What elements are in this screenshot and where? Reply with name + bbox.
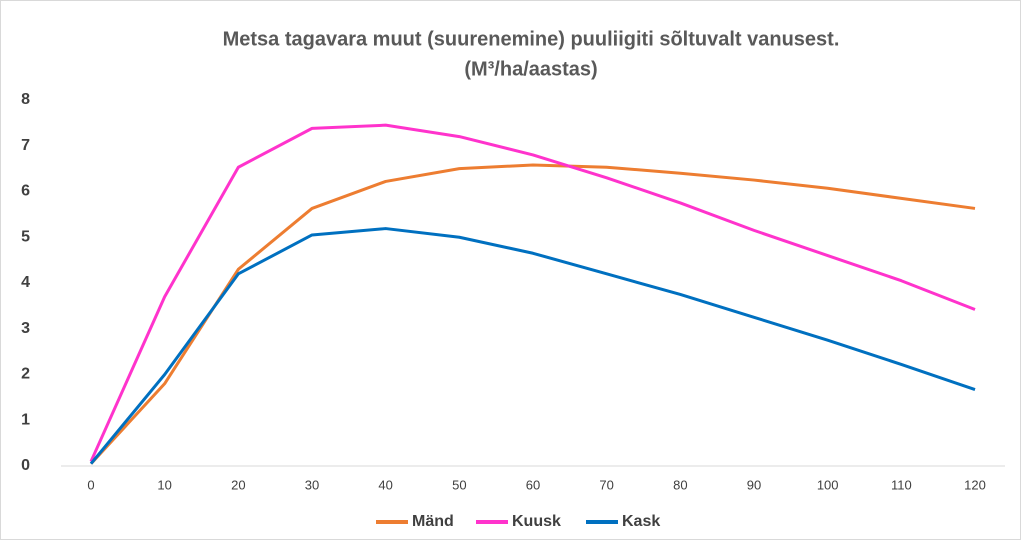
x-tick-label: 90 — [747, 477, 761, 492]
x-tick-label: 20 — [231, 477, 245, 492]
y-tick-label: 0 — [21, 457, 30, 474]
x-tick-label: 120 — [964, 477, 986, 492]
y-tick-label: 3 — [21, 320, 30, 337]
legend-label: Kuusk — [512, 513, 561, 530]
x-tick-label: 110 — [891, 477, 912, 492]
x-tick-label: 70 — [599, 477, 613, 492]
x-tick-label: 40 — [378, 477, 392, 492]
x-tick-label: 0 — [87, 477, 94, 492]
x-tick-label: 50 — [452, 477, 466, 492]
chart-title: Metsa tagavara muut (suurenemine) puulii… — [223, 28, 840, 50]
x-tick-label: 80 — [673, 477, 687, 492]
x-tick-label: 100 — [817, 477, 839, 492]
y-tick-label: 7 — [21, 137, 30, 154]
y-tick-label: 8 — [21, 91, 30, 108]
legend-label: Kask — [622, 513, 660, 530]
series-line — [89, 227, 976, 465]
chart-title: (M³/ha/aastas) — [464, 58, 597, 80]
y-tick-label: 2 — [21, 366, 30, 383]
y-tick-label: 5 — [21, 228, 30, 245]
series-line — [89, 163, 976, 465]
x-tick-label: 10 — [157, 477, 171, 492]
legend-label: Mänd — [412, 513, 454, 530]
x-tick-label: 30 — [305, 477, 319, 492]
x-tick-label: 60 — [526, 477, 540, 492]
series-line — [89, 123, 976, 463]
y-tick-label: 6 — [21, 183, 30, 200]
y-tick-label: 4 — [21, 274, 30, 291]
y-tick-label: 1 — [21, 411, 30, 428]
